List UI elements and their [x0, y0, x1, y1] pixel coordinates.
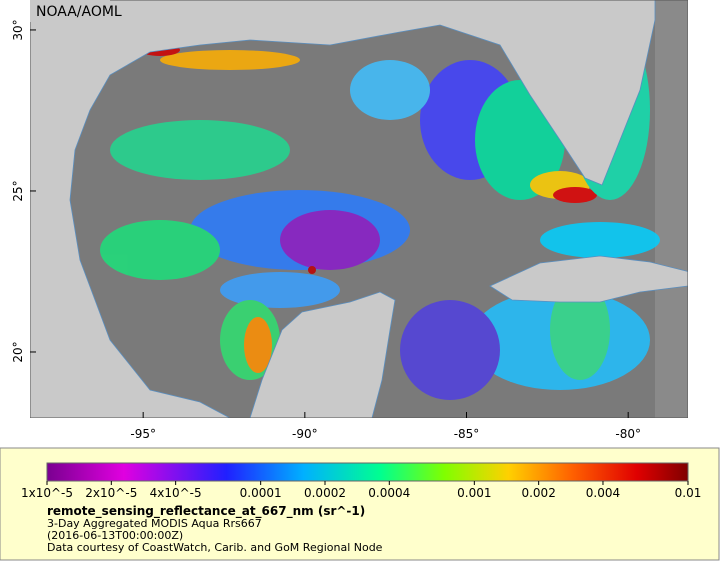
colorbar-tick-label: 0.0002 [304, 486, 346, 500]
colorbar-tick-label: 1x10^-5 [21, 486, 73, 500]
colorbar-tick-label: 0.002 [521, 486, 555, 500]
x-tick-label: -95° [130, 427, 156, 441]
y-tick-label: 20° [11, 341, 25, 362]
map-area [30, 0, 688, 418]
y-tick-label: 30° [11, 19, 25, 40]
colorbar-tick-label: 0.01 [675, 486, 702, 500]
x-tick-label: -90° [292, 427, 318, 441]
colorbar-tick-label: 0.0004 [368, 486, 410, 500]
reflectance-field [100, 0, 660, 400]
x-tick-label: -80° [615, 427, 641, 441]
y-tick-label: 25° [11, 180, 25, 201]
x-tick-label: -85° [454, 427, 480, 441]
colorbar-tick-label: 0.001 [457, 486, 491, 500]
colorbar-tick-label: 0.004 [586, 486, 620, 500]
land-cuba [489, 255, 688, 303]
no-data-strip [655, 0, 688, 418]
land-yucatan [249, 291, 396, 418]
credit: NOAA/AOML [36, 4, 122, 20]
legend-product: 3-Day Aggregated MODIS Aqua Rrs667 [47, 517, 262, 530]
credit-box [30, 0, 110, 22]
colorbar-tick-label: 2x10^-5 [85, 486, 137, 500]
land-north [30, 0, 656, 418]
legend-courtesy: Data courtesy of CoastWatch, Carib. and … [47, 541, 383, 554]
colorbar [46, 462, 689, 482]
colorbar-tick-label: 4x10^-5 [150, 486, 202, 500]
colorbar-tick-label: 0.0001 [240, 486, 282, 500]
legend-time: (2016-06-13T00:00:00Z) [47, 529, 183, 542]
legend-variable: remote_sensing_reflectance_at_667_nm (sr… [47, 504, 365, 519]
